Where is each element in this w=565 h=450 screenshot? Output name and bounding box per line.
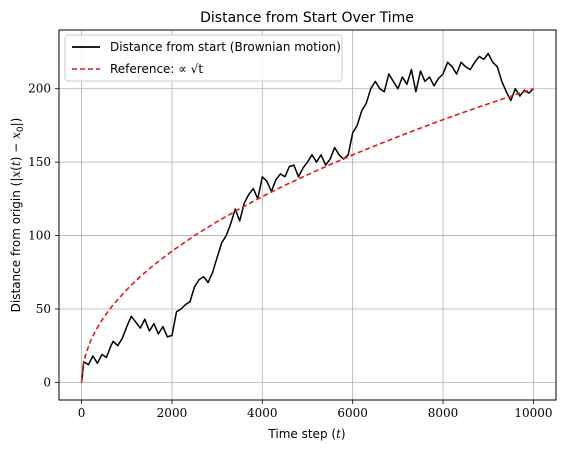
x-axis-label: Time step (t) bbox=[267, 427, 345, 441]
y-axis-label-paren: ( bbox=[9, 166, 23, 171]
x-tick-label: 8000 bbox=[428, 406, 459, 420]
x-tick-label: 4000 bbox=[247, 406, 278, 420]
x-axis-label-text: Time step ( bbox=[267, 427, 336, 441]
x-tick-label: 6000 bbox=[337, 406, 368, 420]
x-axis-label-var: t bbox=[336, 427, 341, 441]
y-axis-label-text: Distance from origin (| bbox=[9, 178, 23, 313]
y-axis-label: Distance from origin (|x(t) − x0|) bbox=[9, 118, 26, 313]
ticks: 0 2000 4000 6000 8000 10000 0 50 100 150 200 bbox=[28, 82, 552, 420]
series-line-brownian bbox=[80, 52, 534, 383]
x-tick-label: 10000 bbox=[514, 406, 552, 420]
legend-label-reference: Reference: ∝ √t bbox=[110, 62, 203, 76]
legend-label-brownian: Distance from start (Brownian motion) bbox=[110, 40, 341, 54]
plot-frame bbox=[58, 29, 557, 401]
y-axis-label-math: x bbox=[9, 171, 23, 178]
y-tick-label: 150 bbox=[28, 155, 51, 169]
y-tick-label: 0 bbox=[43, 375, 51, 389]
series-line-reference bbox=[80, 87, 534, 383]
y-axis-label-x0: x bbox=[9, 132, 23, 139]
y-tick-label: 100 bbox=[28, 229, 51, 243]
y-axis-label-t: t bbox=[9, 161, 23, 166]
y-tick-label: 200 bbox=[28, 82, 51, 96]
legend-box bbox=[64, 34, 343, 82]
x-axis-label-close: ) bbox=[341, 427, 346, 441]
legend: Distance from start (Brownian motion) Re… bbox=[64, 34, 343, 82]
y-axis-label-minus: ) − bbox=[9, 139, 23, 161]
x-tick-label: 2000 bbox=[157, 406, 188, 420]
x-tick-label: 0 bbox=[78, 406, 86, 420]
series-layer bbox=[80, 52, 534, 383]
y-axis-label-end: |) bbox=[9, 118, 23, 127]
chart-title: Distance from Start Over Time bbox=[200, 10, 414, 26]
y-axis-label-sub: 0 bbox=[16, 126, 26, 132]
y-tick-label: 50 bbox=[36, 302, 51, 316]
